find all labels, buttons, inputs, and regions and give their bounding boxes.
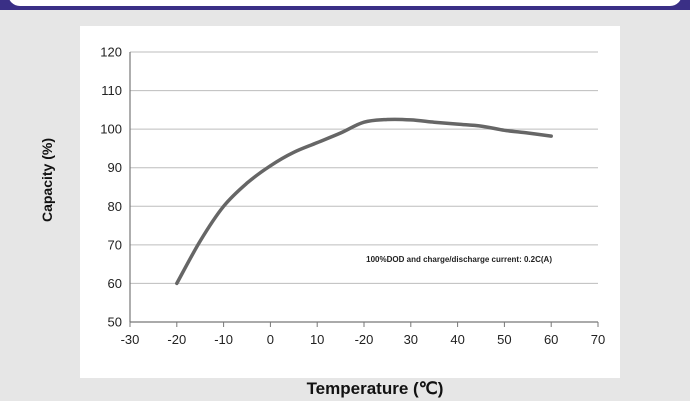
- x-tick-label: -20: [355, 332, 374, 347]
- y-tick-label: 120: [100, 45, 122, 60]
- y-tick-label: 110: [101, 83, 122, 98]
- x-tick-labels: -30 -20 -10 0 10 -20 30 40 50 60 70: [121, 332, 606, 347]
- capacity-line: [175, 117, 553, 286]
- header-bar-inner: [8, 0, 682, 6]
- y-tick-labels: 50 60 70 80 90 100 110 120: [100, 45, 122, 330]
- y-tick-label: 60: [108, 276, 122, 291]
- chart-annotation: 100%DOD and charge/discharge current: 0.…: [366, 255, 552, 264]
- y-axis-label: Capacity (%): [39, 138, 55, 222]
- y-tick-label: 70: [108, 237, 122, 252]
- y-tick-label: 80: [108, 199, 122, 214]
- grid-lines: [130, 51, 598, 284]
- x-tick-label: -30: [121, 332, 140, 347]
- x-tick-label: 10: [310, 332, 324, 347]
- x-tick-label: -20: [167, 332, 186, 347]
- x-tick-label: 50: [497, 332, 511, 347]
- x-tick-label: 0: [267, 332, 274, 347]
- y-tick-label: 90: [108, 160, 122, 175]
- x-tick-label: 60: [544, 332, 558, 347]
- x-tick-label: 40: [450, 332, 464, 347]
- y-tick-label: 50: [108, 315, 122, 330]
- y-tick-label: 100: [100, 122, 122, 137]
- plot-panel: [80, 26, 620, 378]
- x-axis-label: Temperature (℃): [307, 379, 444, 398]
- axes: [129, 52, 599, 327]
- header-bar: [0, 0, 690, 10]
- x-tick-label: 30: [404, 332, 418, 347]
- x-tick-label: -10: [214, 332, 233, 347]
- x-tick-label: 70: [591, 332, 605, 347]
